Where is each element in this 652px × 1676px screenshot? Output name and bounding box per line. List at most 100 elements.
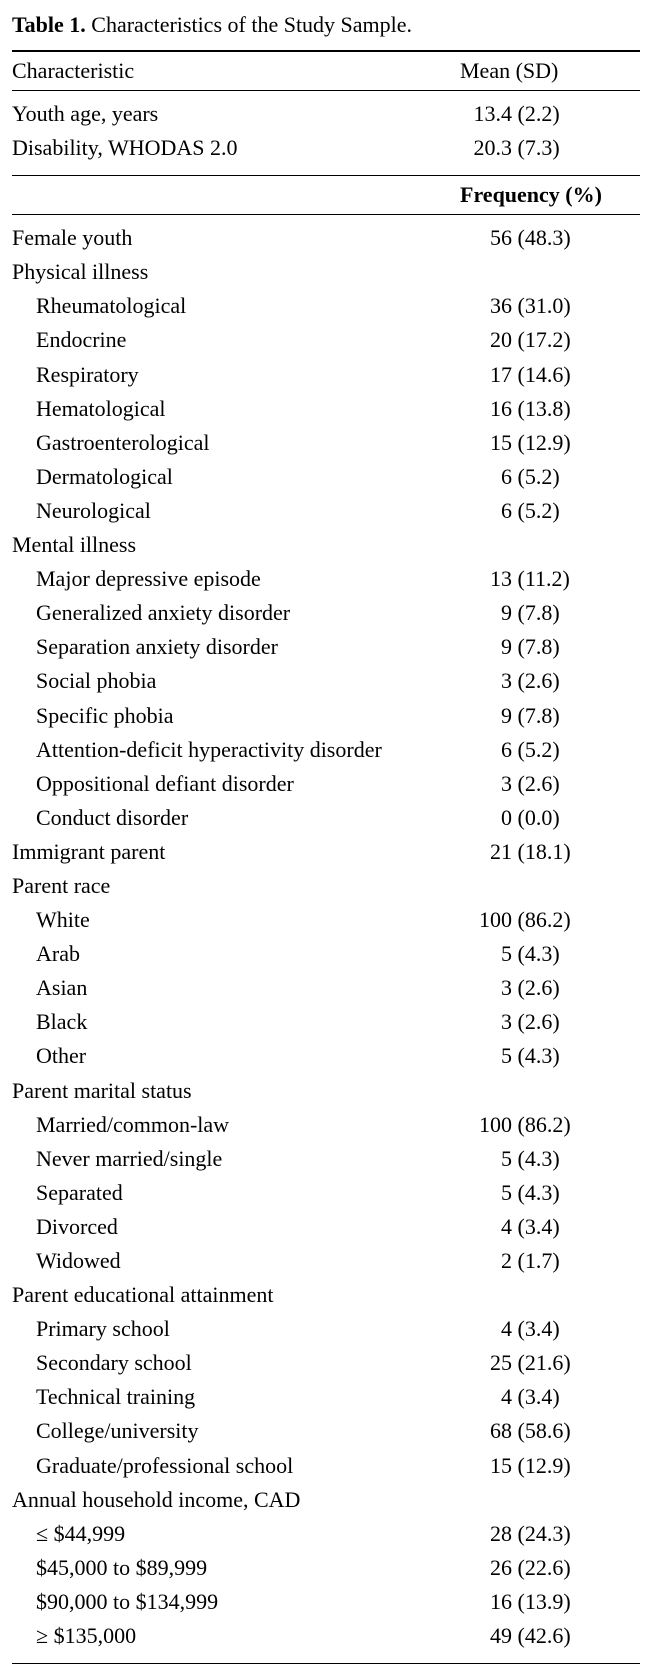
row-number: 5 xyxy=(460,937,512,971)
table-row: Parent educational attainment xyxy=(12,1278,640,1312)
row-paren: (18.1) xyxy=(512,839,571,864)
table-row: $45,000 to $89,99926 (22.6) xyxy=(12,1551,640,1585)
row-number: 13 xyxy=(460,562,512,596)
row-value: 100 (86.2) xyxy=(460,1108,640,1142)
row-paren: (2.2) xyxy=(512,101,560,126)
study-sample-table: Table 1. Characteristics of the Study Sa… xyxy=(12,12,640,1664)
row-label: ≤ $44,999 xyxy=(12,1517,460,1551)
row-paren: (5.2) xyxy=(512,498,560,523)
table-row: ≥ $135,00049 (42.6) xyxy=(12,1619,640,1653)
row-paren: (3.4) xyxy=(512,1214,560,1239)
table-row: White100 (86.2) xyxy=(12,903,640,937)
row-value: 9 (7.8) xyxy=(460,596,640,630)
row-label: Youth age, years xyxy=(12,97,460,131)
row-paren: (3.4) xyxy=(512,1384,560,1409)
row-number: 9 xyxy=(460,630,512,664)
row-paren: (14.6) xyxy=(512,362,571,387)
row-paren: (2.6) xyxy=(512,975,560,1000)
row-label: Immigrant parent xyxy=(12,835,460,869)
table-row: Graduate/professional school15 (12.9) xyxy=(12,1449,640,1483)
table-row: Arab5 (4.3) xyxy=(12,937,640,971)
table-title: Table 1. Characteristics of the Study Sa… xyxy=(12,12,640,42)
row-label: Disability, WHODAS 2.0 xyxy=(12,131,460,165)
row-value: 5 (4.3) xyxy=(460,1142,640,1176)
row-value xyxy=(460,255,640,289)
table-row: Gastroenterological15 (12.9) xyxy=(12,426,640,460)
row-value: 49 (42.6) xyxy=(460,1619,640,1653)
row-label: Arab xyxy=(12,937,460,971)
row-label: Endocrine xyxy=(12,323,460,357)
row-paren: (22.6) xyxy=(512,1555,571,1580)
table-row: Youth age, years13.4 (2.2) xyxy=(12,97,640,131)
row-paren: (2.6) xyxy=(512,771,560,796)
row-label: Never married/single xyxy=(12,1142,460,1176)
table-row: Primary school4 (3.4) xyxy=(12,1312,640,1346)
table-row: Specific phobia9 (7.8) xyxy=(12,699,640,733)
header-frequency-pct: Frequency (%) xyxy=(460,182,640,208)
row-value: 68 (58.6) xyxy=(460,1414,640,1448)
row-label: College/university xyxy=(12,1414,460,1448)
row-number: 5 xyxy=(460,1176,512,1210)
row-paren: (4.3) xyxy=(512,941,560,966)
row-paren: (17.2) xyxy=(512,327,571,352)
row-value: 13 (11.2) xyxy=(460,562,640,596)
row-number: 9 xyxy=(460,699,512,733)
table-row: College/university68 (58.6) xyxy=(12,1414,640,1448)
row-label: Hematological xyxy=(12,392,460,426)
row-value: 0 (0.0) xyxy=(460,801,640,835)
row-number: 5 xyxy=(460,1039,512,1073)
table-row: Physical illness xyxy=(12,255,640,289)
row-label: Respiratory xyxy=(12,358,460,392)
row-value: 3 (2.6) xyxy=(460,664,640,698)
table-row: Mental illness xyxy=(12,528,640,562)
row-paren: (4.3) xyxy=(512,1043,560,1068)
row-label: Physical illness xyxy=(12,255,460,289)
row-number: 0 xyxy=(460,801,512,835)
row-label: Separation anxiety disorder xyxy=(12,630,460,664)
row-label: Oppositional defiant disorder xyxy=(12,767,460,801)
row-number: 9 xyxy=(460,596,512,630)
row-number: 3 xyxy=(460,767,512,801)
row-value: 25 (21.6) xyxy=(460,1346,640,1380)
row-number: 36 xyxy=(460,289,512,323)
row-paren: (5.2) xyxy=(512,464,560,489)
table-row: Major depressive episode13 (11.2) xyxy=(12,562,640,596)
row-number: 4 xyxy=(460,1210,512,1244)
row-value: 16 (13.8) xyxy=(460,392,640,426)
row-label: Female youth xyxy=(12,221,460,255)
row-label: Gastroenterological xyxy=(12,426,460,460)
row-paren: (42.6) xyxy=(512,1623,571,1648)
row-value: 4 (3.4) xyxy=(460,1312,640,1346)
row-label: Conduct disorder xyxy=(12,801,460,835)
row-label: ≥ $135,000 xyxy=(12,1619,460,1653)
table-row: ≤ $44,99928 (24.3) xyxy=(12,1517,640,1551)
table-row: Black3 (2.6) xyxy=(12,1005,640,1039)
row-label: Mental illness xyxy=(12,528,460,562)
table-row: Generalized anxiety disorder9 (7.8) xyxy=(12,596,640,630)
row-number: 4 xyxy=(460,1380,512,1414)
row-value: 5 (4.3) xyxy=(460,1176,640,1210)
table-row: Rheumatological36 (31.0) xyxy=(12,289,640,323)
table-caption: Characteristics of the Study Sample. xyxy=(86,12,412,37)
row-paren: (5.2) xyxy=(512,737,560,762)
table-row: Hematological16 (13.8) xyxy=(12,392,640,426)
row-value: 3 (2.6) xyxy=(460,971,640,1005)
row-value: 15 (12.9) xyxy=(460,426,640,460)
header-mean-sd: Mean (SD) xyxy=(460,58,640,84)
row-paren: (7.3) xyxy=(512,135,560,160)
row-number: 68 xyxy=(460,1414,512,1448)
row-paren: (11.2) xyxy=(512,566,570,591)
row-paren: (0.0) xyxy=(512,805,560,830)
row-value: 6 (5.2) xyxy=(460,494,640,528)
header-mean: Characteristic Mean (SD) xyxy=(12,50,640,91)
table-number: Table 1. xyxy=(12,12,86,37)
row-paren: (7.8) xyxy=(512,634,560,659)
table-row: Other5 (4.3) xyxy=(12,1039,640,1073)
row-label: Attention-deficit hyperactivity disorder xyxy=(12,733,460,767)
row-value: 36 (31.0) xyxy=(460,289,640,323)
row-value: 13.4 (2.2) xyxy=(460,97,640,131)
row-value: 100 (86.2) xyxy=(460,903,640,937)
table-row: Endocrine20 (17.2) xyxy=(12,323,640,357)
row-paren: (86.2) xyxy=(512,907,571,932)
row-label: Neurological xyxy=(12,494,460,528)
